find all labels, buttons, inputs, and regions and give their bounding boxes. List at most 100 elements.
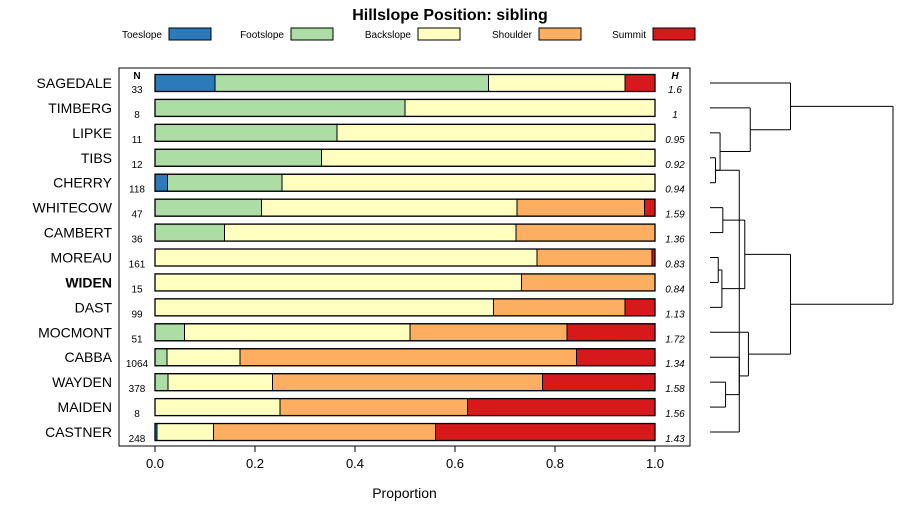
bar-segment-shoulder: [493, 298, 626, 317]
row-tibs: TIBS 12 0.92: [81, 148, 685, 171]
site-label: WHITECOW: [33, 200, 113, 216]
bar-segment-footslope: [154, 373, 169, 392]
bar-segment-shoulder: [279, 398, 468, 417]
bar-segment-footslope: [154, 223, 225, 242]
site-label: MOREAU: [51, 250, 112, 266]
bar-segment-footslope: [154, 98, 406, 117]
bar-outline: [154, 148, 656, 167]
h-value: 0.92: [665, 160, 685, 171]
bar-segment-backslope: [224, 223, 517, 242]
bar-segment-backslope: [488, 74, 626, 92]
x-tick-label: 0.0: [146, 456, 164, 471]
bar-rows: SAGEDALE 33 1.6 TIMBERG 8 1 LIPKE 11 0.95 TIBS 12 0…: [33, 73, 685, 445]
bar-segment-summit: [576, 348, 656, 367]
bar-segment-summit: [435, 423, 656, 442]
n-value: 51: [131, 334, 143, 345]
bar-segment-backslope: [154, 273, 522, 292]
legend: Toeslope Footslope Backslope Shoulder Summit: [122, 27, 696, 41]
row-whitecow: WHITECOW 47 1.59: [33, 198, 685, 221]
row-wayden: WAYDEN 378 1.58: [52, 373, 685, 395]
site-label: MOCMONT: [38, 324, 112, 340]
x-axis: 0.0 0.2 0.4 0.6 0.8 1.0: [146, 446, 664, 471]
bar-segment-shoulder: [536, 248, 653, 267]
bar-segment-shoulder: [239, 348, 577, 367]
site-label: TIBS: [81, 150, 112, 166]
row-maiden: MAIDEN 8 1.56: [58, 397, 685, 420]
bar-segment-footslope: [154, 348, 168, 367]
h-column-header: H: [671, 71, 679, 82]
bar-segment-backslope: [404, 98, 656, 117]
n-value: 378: [129, 384, 146, 395]
bar-segment-footslope: [154, 323, 185, 342]
legend-label-summit: Summit: [612, 30, 646, 41]
h-value: 1.56: [665, 409, 685, 420]
legend-swatch-summit: [652, 27, 696, 41]
site-label: LIPKE: [72, 125, 112, 141]
bar-segment-backslope: [167, 373, 273, 392]
bar-segment-shoulder: [409, 323, 568, 342]
row-lipke: LIPKE 11 0.95: [72, 123, 685, 146]
h-value: 1.34: [665, 359, 685, 370]
n-value: 15: [131, 284, 143, 295]
bar-segment-backslope: [166, 348, 241, 367]
site-label: CASTNER: [45, 424, 112, 440]
bar-segment-footslope: [154, 123, 338, 142]
dendrogram: [710, 82, 894, 433]
bar-outline: [154, 223, 656, 242]
site-label: CAMBERT: [44, 225, 113, 241]
legend-label-shoulder: Shoulder: [492, 30, 533, 41]
legend-swatch-footslope: [290, 27, 334, 41]
bar-segment-toeslope: [154, 74, 216, 92]
bar-segment-summit: [467, 398, 656, 417]
row-mocmont: MOCMONT 51 1.72: [38, 323, 685, 345]
chart-title: Hillslope Position: sibling: [352, 7, 548, 24]
site-label: CHERRY: [53, 175, 113, 191]
h-value: 1.6: [668, 85, 682, 96]
bar-segment-backslope: [281, 173, 656, 192]
bar-outline: [154, 98, 656, 118]
h-value: 0.95: [665, 135, 685, 146]
legend-label-backslope: Backslope: [365, 30, 412, 41]
bar-segment-summit: [644, 198, 656, 217]
n-value: 161: [129, 260, 146, 271]
site-label: CABBA: [65, 349, 113, 365]
bar-outline: [154, 348, 656, 367]
site-label: TIMBERG: [48, 100, 112, 116]
plot-panel: [118, 67, 691, 447]
bar-segment-footslope: [167, 173, 283, 192]
site-label: MAIDEN: [58, 399, 112, 415]
h-value: 1: [672, 110, 678, 121]
n-value: 99: [131, 309, 143, 320]
bar-outline: [154, 248, 656, 267]
bar-segment-backslope: [336, 123, 656, 142]
bar-segment-backslope: [156, 423, 214, 442]
row-cambert: CAMBERT 36 1.36: [44, 223, 685, 246]
row-dast: DAST 99 1.13: [75, 298, 685, 320]
site-label: WAYDEN: [52, 374, 112, 390]
site-label: WIDEN: [65, 274, 112, 290]
row-cabba: CABBA 1064 1.34: [65, 348, 685, 370]
site-label: SAGEDALE: [37, 75, 112, 91]
row-sagedale: SAGEDALE 33 1.6: [37, 73, 682, 96]
bar-segment-backslope: [154, 248, 538, 267]
bar-outline: [154, 397, 656, 417]
n-value: 8: [134, 110, 140, 121]
row-cherry: CHERRY 118 0.94: [53, 173, 685, 196]
legend-swatch-backslope: [417, 27, 461, 41]
n-column-header: N: [133, 71, 140, 82]
site-label: DAST: [75, 299, 113, 315]
bar-outline: [154, 73, 656, 93]
bar-segment-shoulder: [213, 423, 436, 442]
bar-segment-summit: [542, 373, 656, 392]
n-value: 36: [131, 235, 143, 246]
n-value: 33: [131, 85, 143, 96]
row-timberg: TIMBERG 8 1: [48, 98, 678, 121]
legend-swatch-shoulder: [538, 27, 582, 41]
bar-segment-shoulder: [521, 273, 656, 292]
bar-segment-shoulder: [272, 373, 543, 392]
bar-segment-shoulder: [516, 198, 645, 217]
x-axis-label: Proportion: [372, 485, 437, 501]
bar-segment-summit: [624, 74, 656, 92]
row-widen: WIDEN 15 0.84: [65, 273, 685, 295]
